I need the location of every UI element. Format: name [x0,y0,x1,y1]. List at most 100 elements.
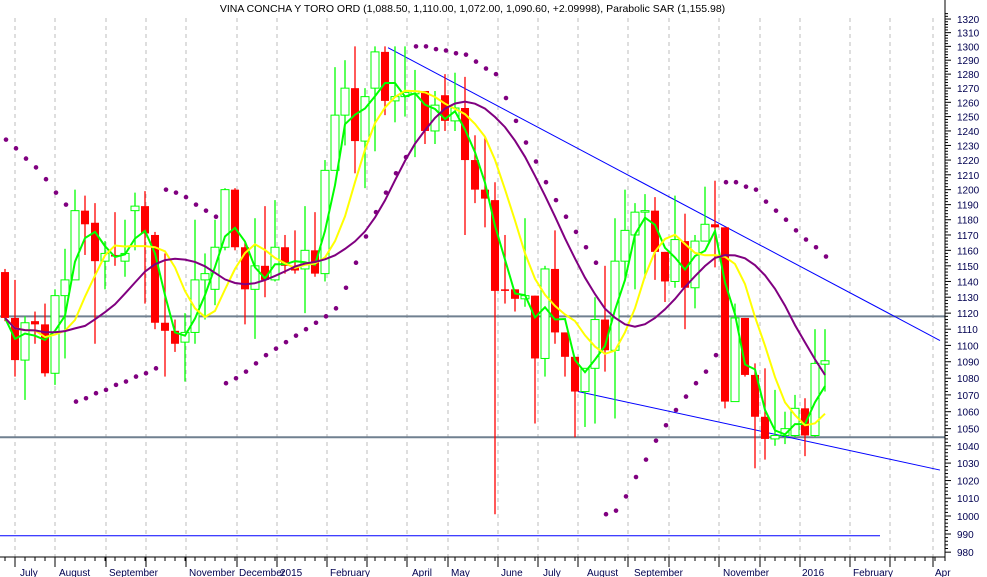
y-tick-label: 1230 [957,141,980,152]
sar-dot [693,380,699,386]
x-tick-label: July [20,568,38,577]
parabolic-sar [3,44,829,517]
y-tick-label: 1250 [957,113,980,124]
y-tick-label: 990 [957,530,974,541]
sar-dot [73,399,79,404]
x-tick-label: December [239,568,286,577]
x-tick-label: July [543,568,561,577]
sar-dot [783,217,789,223]
sar-dot [433,46,439,52]
y-axis: 1320 1310 1300 1290 1280 1270 1260 1250 1240 1230… [944,0,980,559]
y-tick-label: 1320 [957,15,980,26]
x-tick-label: April [412,568,432,577]
sar-dot [773,208,779,213]
candle-body [711,224,719,228]
y-tick-label: 1070 [957,391,980,402]
sar-dot [423,44,429,49]
y-tick-label: 1220 [957,156,980,167]
y-tick-label: 1150 [957,262,979,273]
x-tick-label: May [451,568,470,577]
candle-body [681,241,689,288]
sar-dot [713,352,719,358]
candle-body [190,279,200,333]
sar-dot [733,179,739,185]
candle-body [241,247,249,290]
candle-body [231,189,239,248]
y-tick-label: 1290 [957,56,980,67]
sar-dot [443,48,449,53]
mid-ma-line [4,89,826,427]
x-tick-label: February [853,568,893,577]
sar-dot [473,59,479,64]
trend-lines [387,47,941,471]
candle-body [60,279,70,297]
candle-body [161,322,169,331]
sar-dot [533,159,539,164]
sar-dot [93,390,99,396]
slow-ma-line [4,100,826,376]
candle-body [751,374,759,417]
x-tick-label: February [330,568,370,577]
y-tick-label: 1170 [957,231,979,242]
candle-body [561,332,569,357]
candle-body [531,295,539,359]
sar-dot [253,361,259,366]
sar-dot [643,457,649,462]
sar-dot [133,374,139,379]
sar-dot [393,171,399,176]
candle-body [360,96,370,142]
candle-body [820,360,830,365]
candle-body [640,210,650,213]
candle-body [330,114,340,171]
sar-dot [503,95,509,101]
candle-body [491,200,499,291]
y-tick-label: 1130 [957,293,979,304]
candles [1,46,830,515]
sar-dot [103,387,109,393]
x-tick-label: 2015 [280,568,303,577]
y-tick-label: 1210 [957,171,980,182]
sar-dot [583,244,589,250]
candle-body [770,434,780,440]
candle-body [661,251,669,282]
sar-dot [383,190,389,195]
sar-dot [483,66,489,71]
sar-dot [663,422,669,428]
candle-body [761,416,769,439]
sar-dot [793,228,799,233]
y-tick-label: 1240 [957,127,980,138]
candle-body [370,51,380,89]
sar-dot [453,50,459,56]
sar-dot [143,370,149,376]
candle-body [180,331,190,343]
candle-body [421,90,429,131]
sar-dot [553,197,559,203]
sar-dot [513,118,519,124]
sar-dot [743,184,749,189]
sar-dot [653,438,659,443]
y-tick-label: 1090 [957,358,980,369]
sar-dot [403,154,409,160]
candle-body [690,240,700,289]
y-tick-label: 1060 [957,408,980,419]
sar-dot [413,44,419,49]
y-tick-label: 1020 [957,477,980,488]
candle-body [810,362,820,436]
candle-body [540,268,550,359]
sar-dot [613,508,619,513]
candle-body [670,239,680,282]
sar-dot [803,237,809,242]
x-tick-label: 2016 [802,568,825,577]
sar-dot [63,202,69,207]
candle-body [130,205,140,212]
candle-body [601,319,609,351]
candle-body [261,265,269,280]
y-tick-label: 1100 [957,341,979,352]
sar-dot [683,394,689,399]
y-tick-label: 1000 [957,512,980,523]
sar-dot [173,190,179,195]
candle-body [501,289,509,291]
sar-dot [323,314,329,319]
sar-dot [283,339,289,345]
